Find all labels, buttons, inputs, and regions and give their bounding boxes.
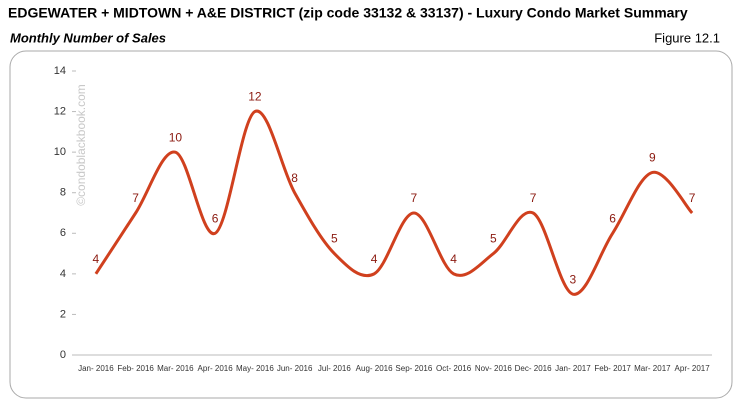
x-tick-label: Mar- 2016 [157,364,194,373]
x-tick-label: Mar- 2017 [634,364,671,373]
data-label: 7 [132,191,139,205]
y-tick-label: 0 [60,349,66,361]
x-tick-label: Jul- 2016 [318,364,351,373]
data-label: 7 [530,191,537,205]
x-tick-label: Feb- 2017 [594,364,631,373]
x-tick-label: Apr- 2016 [198,364,234,373]
data-label: 3 [570,272,577,286]
data-line [94,109,694,296]
watermark: ©condoblackbook.com [74,84,88,206]
figure-label: Figure 12.1 [654,30,720,45]
x-tick-label: Oct- 2016 [436,364,472,373]
data-label: 12 [248,90,262,104]
x-tick-label: Apr- 2017 [675,364,711,373]
x-tick-label: Nov- 2016 [475,364,512,373]
x-tick-label: Jun- 2016 [277,364,313,373]
data-label: 4 [450,252,457,266]
x-tick-label: Jan- 2017 [555,364,591,373]
data-label: 6 [609,211,616,225]
x-tick-label: Jan- 2016 [78,364,114,373]
chart-title: EDGEWATER + MIDTOWN + A&E DISTRICT (zip … [8,5,688,21]
x-tick-label: Aug- 2016 [356,364,393,373]
data-label: 7 [689,191,696,205]
data-label: 4 [371,252,378,266]
y-tick-label: 12 [54,105,66,117]
data-label: 8 [291,171,298,185]
y-tick-label: 8 [60,187,66,199]
data-label: 10 [169,130,183,144]
x-tick-label: May- 2016 [236,364,274,373]
data-label: 5 [331,232,338,246]
x-tick-label: Feb- 2016 [117,364,154,373]
y-tick-label: 10 [54,146,66,158]
x-tick-label: Dec- 2016 [515,364,552,373]
y-tick-label: 4 [60,268,66,280]
data-label: 9 [649,151,656,165]
y-tick-label: 2 [60,308,66,320]
data-label: 6 [212,211,219,225]
chart-subtitle: Monthly Number of Sales [10,30,166,45]
y-tick-label: 6 [60,227,66,239]
x-tick-label: Sep- 2016 [395,364,432,373]
data-label: 7 [411,191,418,205]
chart-frame [9,50,733,399]
data-label: 5 [490,232,497,246]
data-label: 4 [93,252,100,266]
y-tick-label: 14 [54,65,66,77]
